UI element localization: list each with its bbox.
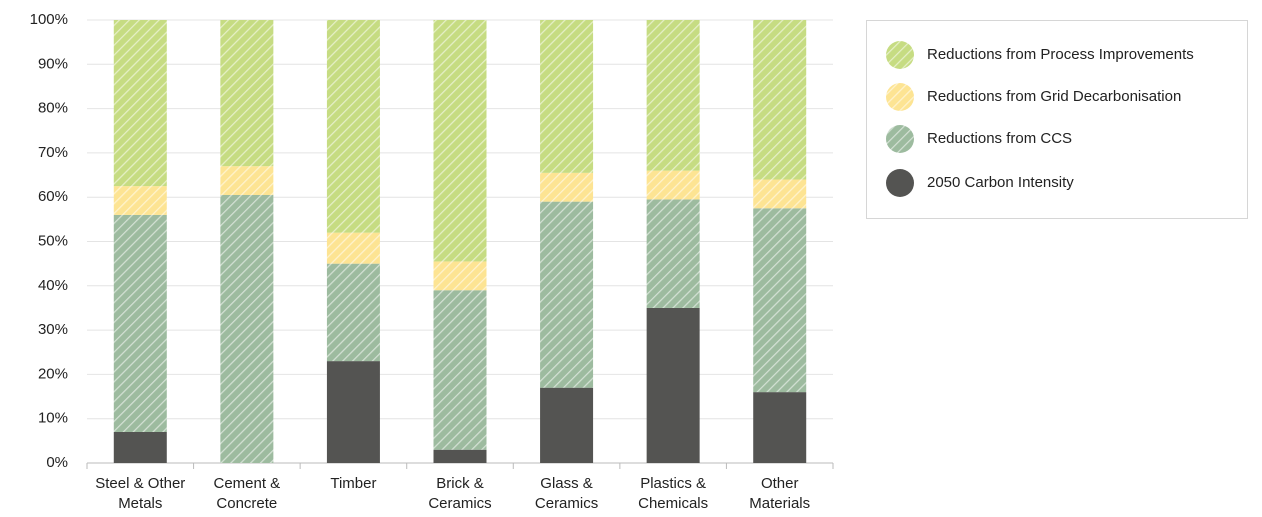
y-tick-label: 60% (38, 188, 68, 205)
bar-segment (433, 290, 487, 450)
bar-segment (113, 186, 167, 215)
bar-segment (753, 20, 807, 180)
bar-segment (433, 20, 487, 262)
bar-segment (753, 179, 807, 209)
bar-segment (220, 20, 274, 167)
legend-swatch (886, 41, 914, 69)
y-tick-label: 30% (38, 321, 68, 338)
x-tick-label: Cement & Concrete (213, 475, 281, 512)
y-tick-label: 50% (38, 232, 68, 249)
bar-segment (220, 166, 274, 195)
y-tick-label: 90% (38, 55, 68, 72)
bar-segment (540, 20, 594, 173)
y-tick-label: 0% (46, 454, 68, 471)
y-tick-label: 10% (38, 410, 68, 427)
bar-segment (540, 172, 594, 202)
bar-segment (113, 431, 167, 463)
x-tick-label: Plastics & Chemicals (638, 475, 709, 512)
y-tick-label: 70% (38, 144, 68, 161)
bar-segment (646, 199, 700, 308)
x-tick-label: Steel & Other Metals (95, 475, 186, 512)
legend-box (866, 20, 1248, 219)
bar-segment (326, 263, 380, 362)
y-tick-label: 40% (38, 277, 68, 294)
bar-segment (326, 232, 380, 264)
legend-swatch (886, 83, 914, 111)
legend-label: Reductions from Grid Decarbonisation (927, 88, 1181, 105)
bar-segment (646, 307, 700, 463)
y-tick-label: 100% (30, 11, 68, 28)
legend-label: 2050 Carbon Intensity (927, 174, 1074, 191)
bar-segment (433, 261, 487, 291)
legend-label: Reductions from CCS (927, 130, 1072, 147)
bar-segment (113, 20, 167, 187)
bar-segment (113, 214, 167, 432)
bar-segment (540, 387, 594, 463)
x-tick-label: Timber (330, 475, 377, 492)
y-tick-label: 20% (38, 365, 68, 382)
x-tick-label: Other Materials (749, 475, 811, 512)
bar-segment (646, 170, 700, 200)
bar-segment (220, 194, 274, 464)
x-tick-label: Glass & Ceramics (534, 475, 599, 512)
bar-segment (753, 208, 807, 393)
bar-segment (540, 201, 594, 388)
x-tick-label: Brick & Ceramics (428, 475, 492, 512)
y-tick-label: 80% (38, 100, 68, 117)
legend-swatch (886, 169, 914, 197)
bar-segment (326, 361, 380, 463)
legend-label: Reductions from Process Improvements (927, 46, 1194, 63)
bar-segment (433, 449, 487, 463)
bar-segment (326, 20, 380, 233)
bar-segment (753, 392, 807, 463)
legend-swatch (886, 125, 914, 153)
bar-segment (646, 20, 700, 171)
